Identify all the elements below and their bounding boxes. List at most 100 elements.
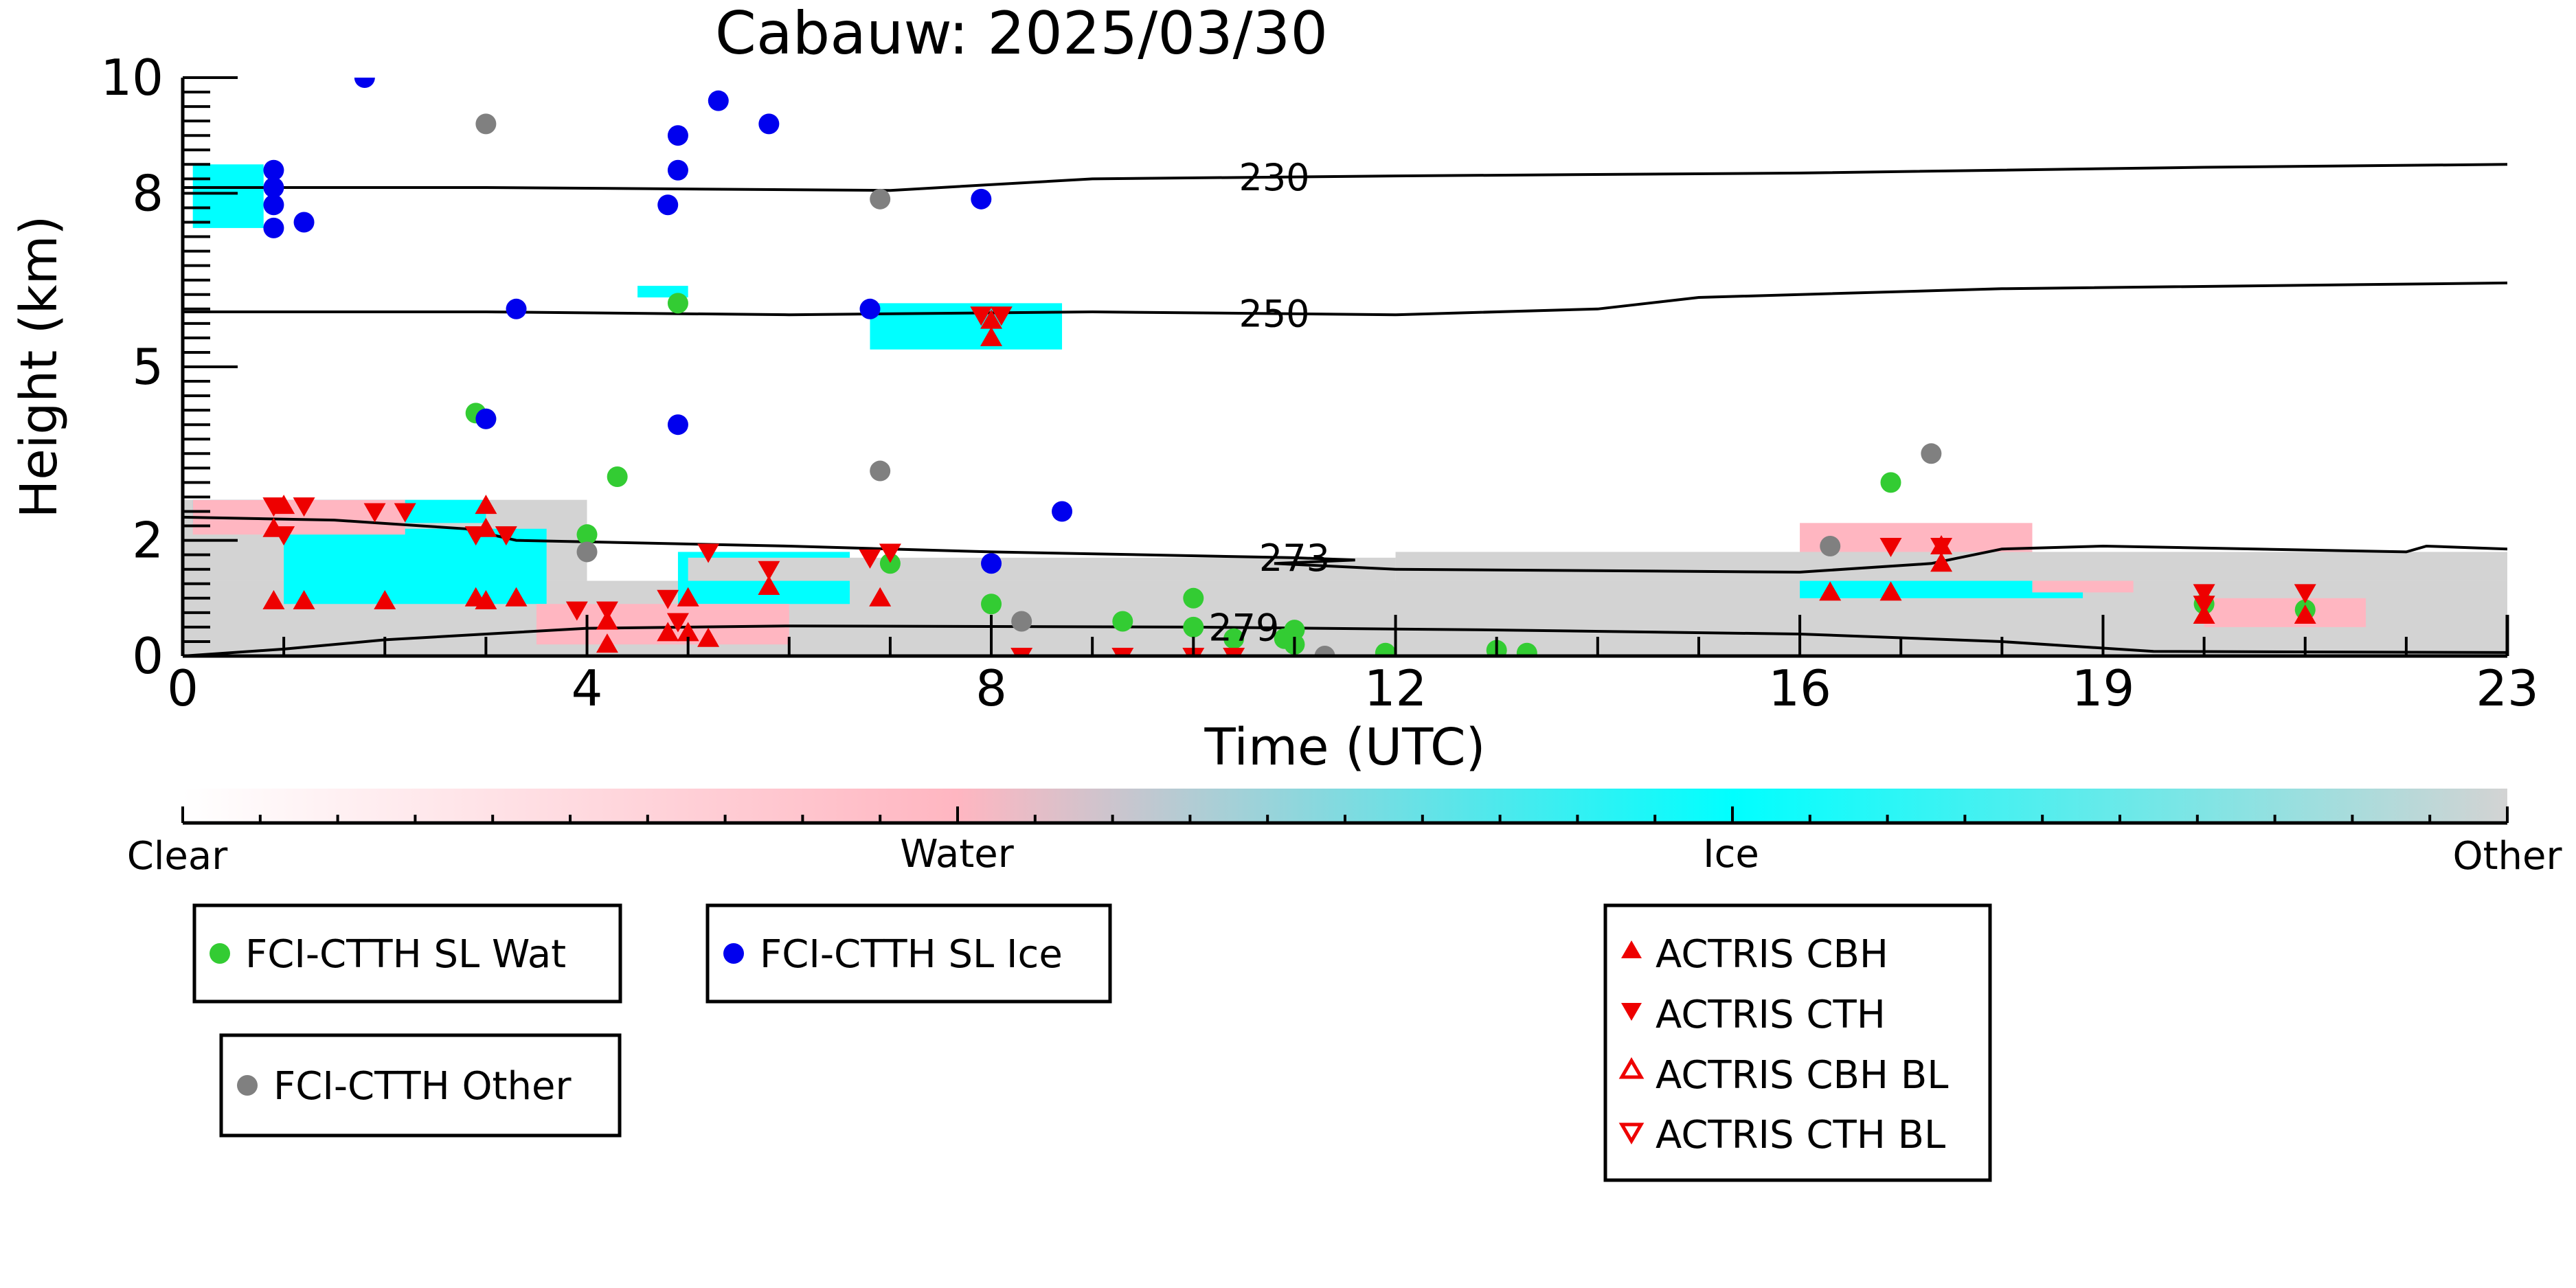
region-other-15 xyxy=(1395,552,2507,581)
cth-marker-16 xyxy=(990,306,1013,326)
legend-fci-other-label: FCI-CTTH Other xyxy=(273,1064,572,1109)
ice-marker-9 xyxy=(667,159,688,181)
y-tick-label-2: 2 xyxy=(132,512,163,569)
wat-marker-17 xyxy=(1880,472,1901,493)
x-tick-label-16: 16 xyxy=(1768,659,1831,717)
cbh-marker-4 xyxy=(374,590,396,610)
legend-actris-cbh-label: ACTRIS CBH xyxy=(1656,932,1888,977)
cth-marker-11 xyxy=(697,543,720,563)
cth-marker-17 xyxy=(1879,538,1902,558)
cbh-marker-2 xyxy=(273,495,295,515)
cth-marker-6 xyxy=(495,526,517,546)
ice-marker-8 xyxy=(667,125,688,146)
other-marker-5 xyxy=(1314,646,1335,656)
contour-label-250: 250 xyxy=(1239,293,1309,336)
data-markers xyxy=(262,78,2316,656)
region-other-14 xyxy=(688,557,1396,581)
cth-marker-2 xyxy=(293,497,315,517)
other-marker-7 xyxy=(1921,443,1942,464)
cbh-marker-8 xyxy=(505,587,528,607)
colorbar-label-water: Water xyxy=(900,832,1015,877)
contour-labels: 230 250 273 279 xyxy=(1208,156,1330,650)
ice-marker-0 xyxy=(354,78,375,88)
cbh-marker-3 xyxy=(293,590,315,610)
cth-marker-12 xyxy=(758,561,780,580)
cbh-marker-20 xyxy=(1819,581,1842,601)
cth-marker-0 xyxy=(262,497,285,517)
cth-marker-18 xyxy=(1930,538,1953,558)
ice-marker-12 xyxy=(758,113,780,135)
ice-marker-16 xyxy=(981,553,1002,574)
cth-marker-23 xyxy=(1111,648,1134,656)
chart-title: Cabauw: 2025/03/30 xyxy=(715,0,1328,68)
x-axis-label: Time (UTC) xyxy=(1204,718,1485,777)
other-marker-2 xyxy=(870,460,891,482)
cbh-marker-17 xyxy=(869,587,892,607)
cth-marker-20 xyxy=(2193,596,2215,615)
ice-marker-15 xyxy=(971,188,992,210)
cbh-marker-21 xyxy=(1879,581,1902,601)
legend-fci-ice-label: FCI-CTTH SL Ice xyxy=(760,932,1063,977)
legend-actris-cth-bl-label: ACTRIS CTH BL xyxy=(1656,1113,1945,1157)
cbh-marker-15 xyxy=(697,627,720,647)
colorbar-label-other: Other xyxy=(2452,834,2562,879)
cth-marker-10 xyxy=(666,613,689,633)
legend-fci-wat-label: FCI-CTTH SL Wat xyxy=(245,932,566,977)
wat-marker-7 xyxy=(1112,611,1133,632)
wat-marker-9 xyxy=(1183,587,1204,609)
other-marker-6 xyxy=(1820,536,1841,557)
wat-marker-2 xyxy=(607,466,628,487)
other-marker-1 xyxy=(870,188,891,210)
ice-marker-5 xyxy=(293,212,315,233)
y-axis-label: Height (km) xyxy=(10,216,69,519)
cbh-marker-22 xyxy=(1930,552,1953,572)
contour-label-230: 230 xyxy=(1239,156,1309,199)
x-tick-label-12: 12 xyxy=(1364,659,1427,717)
ice-marker-4 xyxy=(263,217,284,238)
ice-marker-1 xyxy=(263,159,284,181)
wat-marker-10 xyxy=(1223,628,1245,649)
wat-marker-8 xyxy=(1183,616,1204,637)
cth-marker-22 xyxy=(1010,648,1033,656)
cth-marker-1 xyxy=(273,526,295,546)
x-tick-label-0: 0 xyxy=(167,659,199,717)
legend-fci-wat: FCI-CTTH SL Wat xyxy=(192,903,622,1004)
cbh-marker-18 xyxy=(980,326,1003,346)
wat-marker-16 xyxy=(1516,642,1537,656)
y-tick-label-0: 0 xyxy=(132,627,163,685)
cth-marker-21 xyxy=(2294,584,2316,604)
x-tick-label-19: 19 xyxy=(2072,659,2135,717)
cbh-marker-7 xyxy=(464,587,487,607)
colorbar-ticks xyxy=(181,806,2509,825)
region-water-12 xyxy=(2204,598,2366,627)
ice-marker-11 xyxy=(708,90,729,111)
legend-fci-other-marker xyxy=(237,1075,258,1096)
cth-marker-7 xyxy=(565,601,588,621)
wat-marker-12 xyxy=(1284,620,1305,641)
x-tick-label-4: 4 xyxy=(572,659,603,717)
wat-marker-5 xyxy=(879,553,901,574)
contour-250 xyxy=(183,281,2507,317)
contour-label-279: 279 xyxy=(1208,607,1279,650)
cbh-marker-19 xyxy=(980,309,1003,329)
cth-marker-13 xyxy=(859,549,881,569)
legend-actris-cth-label: ACTRIS CTH xyxy=(1656,993,1886,1037)
ice-marker-13 xyxy=(667,414,688,436)
x-tick-label-23: 23 xyxy=(2476,659,2539,717)
contour-273 xyxy=(183,515,2507,574)
cth-marker-8 xyxy=(596,601,618,621)
cth-marker-14 xyxy=(879,543,901,563)
legend-actris-cbh-bl-label: ACTRIS CBH BL xyxy=(1656,1053,1948,1098)
legend-actris-cbh-bl-marker xyxy=(1618,1057,1645,1079)
other-marker-4 xyxy=(1011,611,1032,632)
colorbar-label-ice: Ice xyxy=(1703,832,1759,877)
cth-marker-19 xyxy=(2193,584,2215,604)
cbh-marker-12 xyxy=(657,622,679,642)
cbh-marker-16 xyxy=(758,575,780,595)
wat-marker-6 xyxy=(981,594,1002,615)
ice-marker-10 xyxy=(657,194,679,216)
legend-fci-ice: FCI-CTTH SL Ice xyxy=(705,903,1112,1004)
wat-marker-4 xyxy=(667,293,688,314)
wat-marker-3 xyxy=(576,524,598,545)
